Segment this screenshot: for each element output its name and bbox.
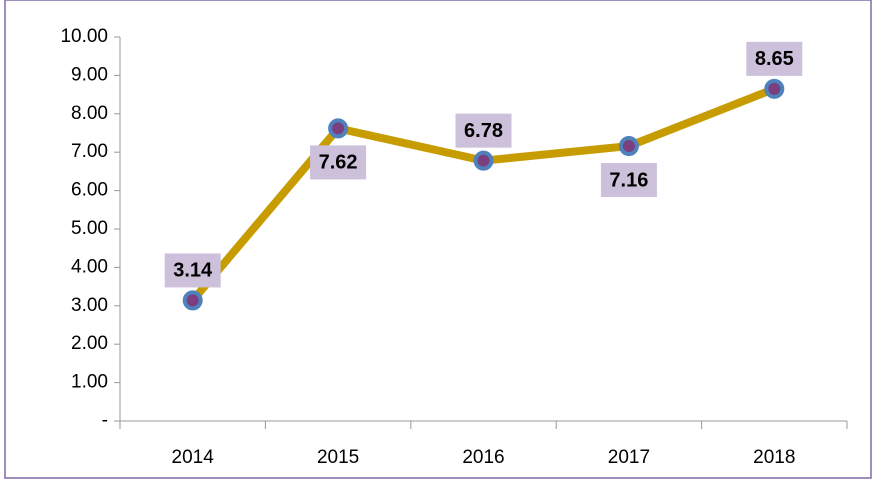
label-box [310,145,367,180]
x-tick-label: 2014 [172,447,215,468]
y-tick-label: - [102,410,108,431]
y-tick-label: 8.00 [71,103,108,124]
y-tick-label: 6.00 [71,180,108,201]
marker [618,136,639,157]
y-tick-label: 2.00 [71,333,108,354]
marker [182,290,203,311]
x-tick-label: 2015 [317,447,359,468]
label-box [600,163,657,198]
marker [328,118,349,139]
y-tick-label: 3.00 [71,295,108,316]
data-label: 6.78 [464,120,503,142]
y-tick-label: 10.00 [60,26,108,47]
y-tick-label: 9.00 [71,64,108,85]
data-label: 8.65 [755,48,794,70]
data-label: 3.14 [173,260,213,282]
label-box [746,41,803,76]
y-tick-label: 1.00 [71,372,108,393]
y-tick-label: 7.00 [71,141,108,162]
marker [764,78,785,99]
marker [473,150,494,171]
x-tick-label: 2018 [753,447,795,468]
y-tick-label: 5.00 [71,218,108,239]
y-tick-label: 4.00 [71,256,108,277]
x-tick-label: 2016 [462,447,504,468]
data-label: 7.16 [609,169,648,191]
data-label: 7.62 [319,152,358,174]
label-box [164,253,221,288]
label-box [455,113,512,148]
x-tick-label: 2017 [608,447,650,468]
chart-frame [4,0,872,479]
